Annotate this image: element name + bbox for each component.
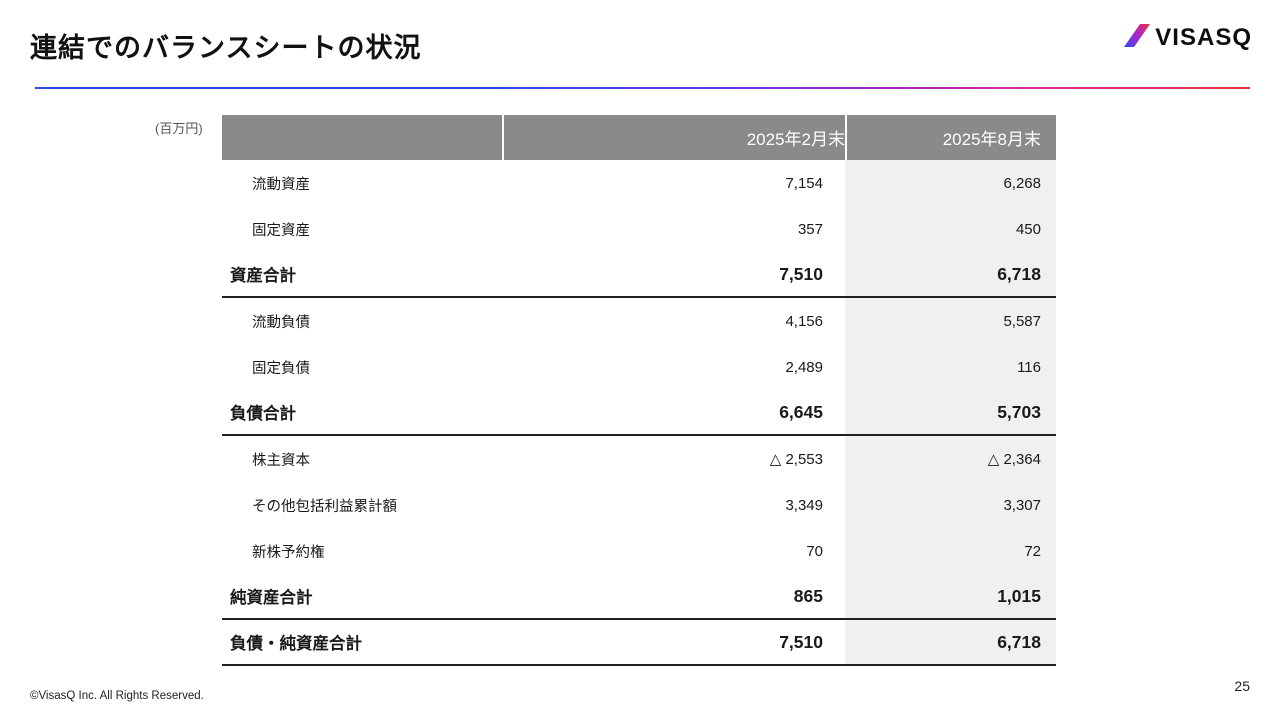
unit-label: (百万円)	[155, 121, 203, 136]
row-label: 負債・純資産合計	[230, 635, 362, 653]
header-cell-aug2025: 2025年8月末	[845, 115, 1056, 160]
table-row-total-liabilities-net-assets: 負債・純資産合計 7,510 6,718	[222, 620, 1056, 666]
table-row-total-assets: 資産合計 7,510 6,718	[222, 252, 1056, 298]
row-value-aug: 5,703	[845, 390, 1056, 434]
row-value-feb: 865	[793, 585, 823, 606]
logo-text: VISASQ	[1155, 24, 1252, 51]
table-row: 新株予約権 70 72	[222, 528, 1056, 574]
row-label: 固定資産	[252, 222, 310, 239]
visasq-logo: VISASQ	[1124, 24, 1252, 52]
table-row: 固定負債 2,489 116	[222, 344, 1056, 390]
row-value-feb: 7,510	[779, 263, 823, 284]
table-row-total-net-assets: 純資産合計 865 1,015	[222, 574, 1056, 620]
page-title: 連結でのバランスシートの状況	[30, 33, 422, 63]
row-label: 新株予約権	[252, 544, 325, 561]
row-value-aug: 6,718	[845, 620, 1056, 664]
row-value-aug: 72	[845, 528, 1056, 574]
row-label: 負債合計	[230, 405, 296, 423]
header-cell-empty	[222, 115, 502, 160]
row-label: 流動負債	[252, 314, 310, 331]
row-value-feb: 7,154	[785, 174, 823, 192]
balance-sheet-table: 2025年2月末 2025年8月末 流動資産 7,154 6,268 固定資産 …	[222, 115, 1056, 666]
accent-divider	[35, 87, 1250, 89]
row-label: 株主資本	[252, 452, 310, 469]
row-label: 固定負債	[252, 360, 310, 377]
row-label: 純資産合計	[230, 589, 313, 607]
table-row: 流動資産 7,154 6,268	[222, 160, 1056, 206]
row-value-feb: 3,349	[785, 496, 823, 514]
row-value-feb: 2,489	[785, 358, 823, 376]
logo-slash-icon	[1124, 24, 1151, 52]
row-value-aug: 116	[845, 344, 1056, 390]
row-value-feb: △ 2,553	[769, 451, 823, 468]
row-value-feb: 7,510	[779, 631, 823, 652]
row-value-aug: △ 2,364	[845, 436, 1056, 482]
page-number: 25	[1234, 678, 1250, 694]
row-value-aug: 6,268	[845, 160, 1056, 206]
table-row: 流動負債 4,156 5,587	[222, 298, 1056, 344]
row-label: その他包括利益累計額	[252, 498, 397, 515]
table-row-total-liabilities: 負債合計 6,645 5,703	[222, 390, 1056, 436]
row-value-aug: 1,015	[845, 574, 1056, 618]
table-row: 株主資本 △ 2,553 △ 2,364	[222, 436, 1056, 482]
header-cell-feb2025: 2025年2月末	[502, 115, 845, 160]
row-label: 資産合計	[230, 267, 296, 285]
copyright-text: ©VisasQ Inc. All Rights Reserved.	[30, 690, 204, 702]
row-value-aug: 5,587	[845, 298, 1056, 344]
table-row: その他包括利益累計額 3,349 3,307	[222, 482, 1056, 528]
row-value-aug: 6,718	[845, 252, 1056, 296]
row-label: 流動資産	[252, 176, 310, 193]
row-value-feb: 70	[806, 542, 823, 560]
row-value-feb: 4,156	[785, 312, 823, 330]
row-value-feb: 6,645	[779, 401, 823, 422]
row-value-feb: 357	[797, 220, 823, 238]
row-value-aug: 3,307	[845, 482, 1056, 528]
table-header-row: 2025年2月末 2025年8月末	[222, 115, 1056, 160]
table-row: 固定資産 357 450	[222, 206, 1056, 252]
row-value-aug: 450	[845, 206, 1056, 252]
